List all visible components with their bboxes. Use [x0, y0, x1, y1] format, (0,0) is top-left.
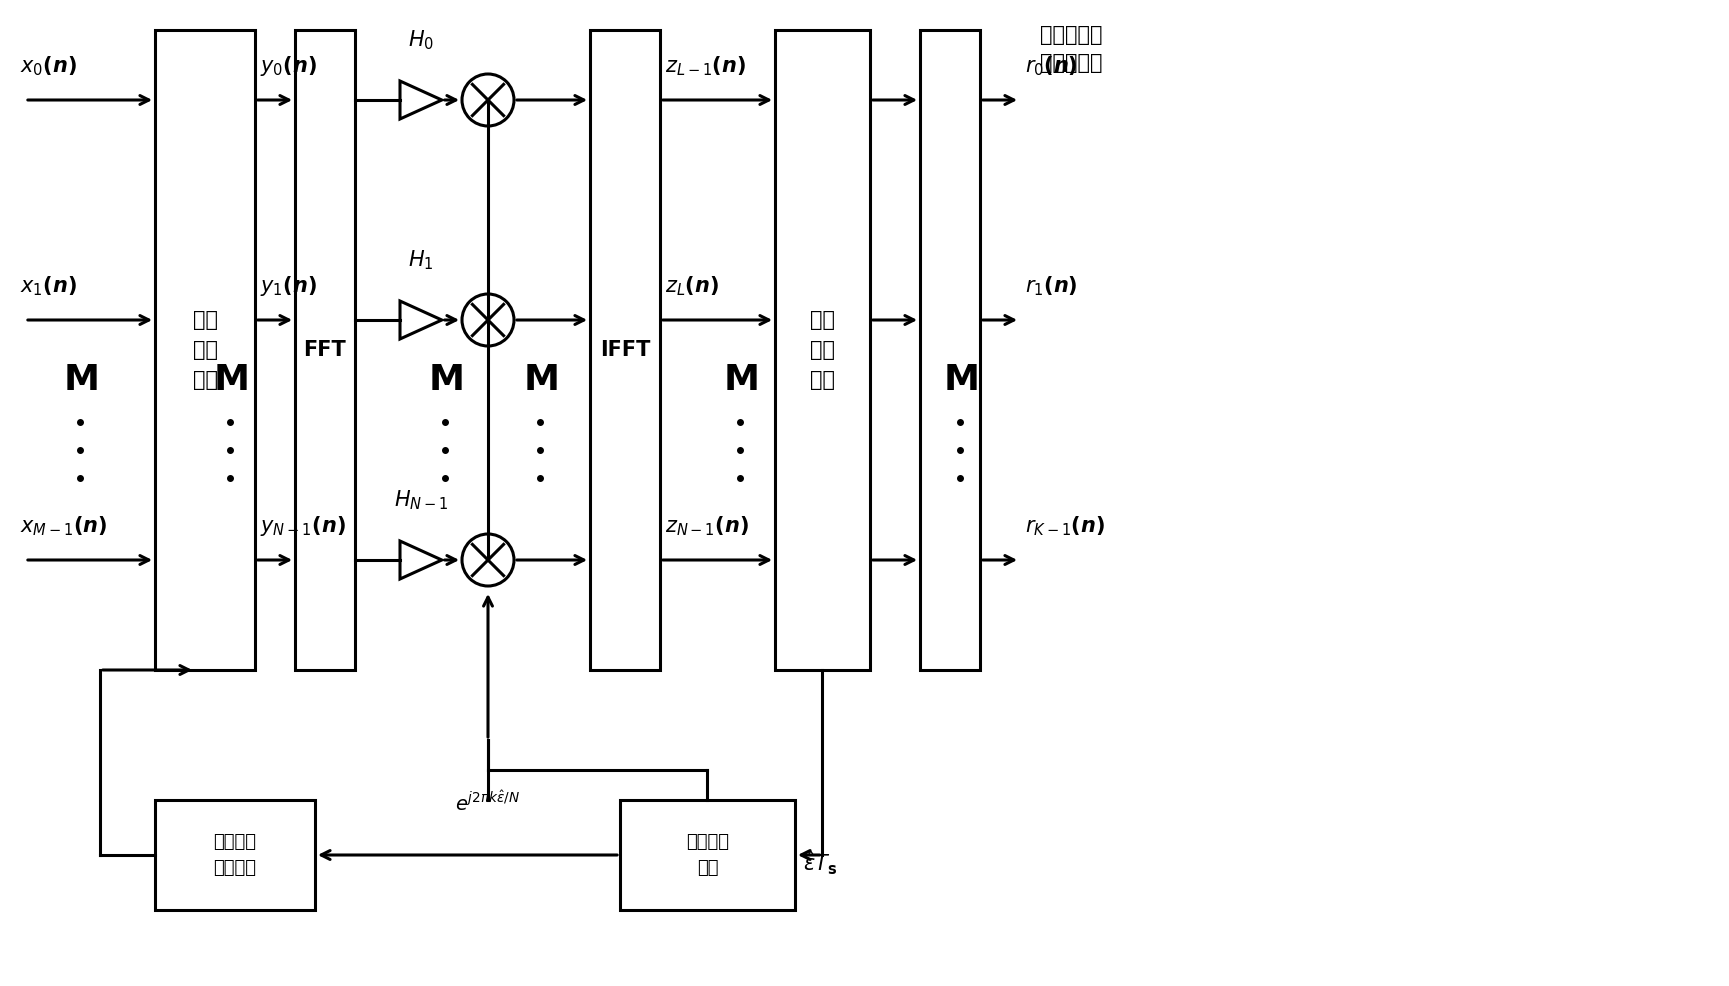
- FancyBboxPatch shape: [590, 30, 660, 670]
- Text: $\boldsymbol{y_1(n)}$: $\boldsymbol{y_1(n)}$: [259, 274, 316, 298]
- Polygon shape: [399, 81, 443, 119]
- Text: $\boldsymbol{x_{M-1}(n)}$: $\boldsymbol{x_{M-1}(n)}$: [21, 515, 107, 538]
- FancyBboxPatch shape: [156, 800, 315, 910]
- Text: 调整数据
分段起点: 调整数据 分段起点: [213, 833, 256, 878]
- Text: $\boldsymbol{y_{N-1}(n)}$: $\boldsymbol{y_{N-1}(n)}$: [259, 514, 346, 538]
- Text: FFT: FFT: [304, 340, 346, 360]
- FancyBboxPatch shape: [156, 30, 254, 670]
- FancyBboxPatch shape: [920, 30, 980, 670]
- Text: 滤波与符号
同步后输出: 滤波与符号 同步后输出: [1041, 25, 1103, 73]
- Text: $\mathbf{M}$: $\mathbf{M}$: [723, 363, 757, 397]
- Polygon shape: [399, 301, 443, 339]
- Text: $\boldsymbol{H_{N-1}}$: $\boldsymbol{H_{N-1}}$: [394, 488, 448, 512]
- Circle shape: [462, 534, 514, 586]
- FancyBboxPatch shape: [775, 30, 870, 670]
- Circle shape: [462, 74, 514, 126]
- Circle shape: [462, 294, 514, 346]
- Text: $\hat{\varepsilon}T_{\mathbf{s}}$: $\hat{\varepsilon}T_{\mathbf{s}}$: [802, 849, 837, 877]
- Text: $\mathbf{M}$: $\mathbf{M}$: [62, 363, 97, 397]
- Text: $\boldsymbol{z_{L-1}(n)}$: $\boldsymbol{z_{L-1}(n)}$: [666, 54, 747, 78]
- Text: $\mathbf{M}$: $\mathbf{M}$: [213, 363, 247, 397]
- Text: $e^{j2\pi k\hat{\varepsilon}/N}$: $e^{j2\pi k\hat{\varepsilon}/N}$: [455, 790, 520, 815]
- Text: IFFT: IFFT: [600, 340, 650, 360]
- Text: $\boldsymbol{H_1}$: $\boldsymbol{H_1}$: [408, 248, 434, 272]
- Text: $\mathbf{M}$: $\mathbf{M}$: [427, 363, 462, 397]
- Text: $\boldsymbol{z_{N-1}(n)}$: $\boldsymbol{z_{N-1}(n)}$: [666, 515, 749, 538]
- Text: $\boldsymbol{r_{K-1}(n)}$: $\boldsymbol{r_{K-1}(n)}$: [1025, 515, 1105, 538]
- Text: $\boldsymbol{y_0(n)}$: $\boldsymbol{y_0(n)}$: [259, 54, 316, 78]
- Text: $\boldsymbol{z_L(n)}$: $\boldsymbol{z_L(n)}$: [666, 274, 719, 298]
- Text: $\boldsymbol{r_0(n)}$: $\boldsymbol{r_0(n)}$: [1025, 54, 1077, 78]
- Text: 调整定时
误差: 调整定时 误差: [686, 833, 730, 878]
- Text: 输入
数据
分段: 输入 数据 分段: [192, 311, 218, 389]
- Text: $\boldsymbol{H_0}$: $\boldsymbol{H_0}$: [408, 29, 434, 52]
- Text: $\boldsymbol{x_0(n)}$: $\boldsymbol{x_0(n)}$: [21, 54, 78, 78]
- Text: $\boldsymbol{x_1(n)}$: $\boldsymbol{x_1(n)}$: [21, 274, 78, 298]
- Text: $\mathbf{M}$: $\mathbf{M}$: [942, 363, 977, 397]
- FancyBboxPatch shape: [296, 30, 354, 670]
- Text: $\boldsymbol{r_1(n)}$: $\boldsymbol{r_1(n)}$: [1025, 274, 1077, 298]
- Text: $\mathbf{M}$: $\mathbf{M}$: [522, 363, 557, 397]
- FancyBboxPatch shape: [621, 800, 795, 910]
- Text: 定时
误差
检测: 定时 误差 检测: [809, 311, 835, 389]
- Polygon shape: [399, 541, 443, 579]
